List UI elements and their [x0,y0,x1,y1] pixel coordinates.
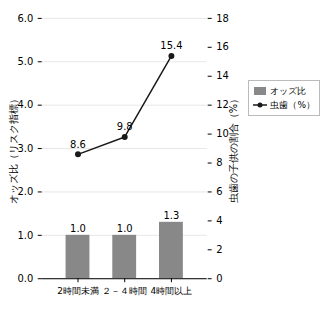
svg-text:16: 16 [216,41,229,52]
svg-text:9.8: 9.8 [117,121,133,132]
svg-text:0: 0 [216,273,222,284]
svg-text:8: 8 [216,157,222,168]
svg-text:虫歯の子供の割合（%）: 虫歯の子供の割合（%） [228,94,239,203]
svg-text:２－４時間: ２－４時間 [102,286,147,296]
svg-text:14: 14 [216,70,229,81]
svg-text:5.0: 5.0 [18,56,34,67]
svg-text:1.0: 1.0 [18,230,34,241]
html-text:虫歯（%）: 虫歯（%） [270,100,315,110]
svg-text:15.4: 15.4 [160,40,182,51]
svg-text:1.3: 1.3 [164,210,180,221]
html-text:オッズ比: オッズ比 [270,86,307,96]
svg-text:0.0: 0.0 [18,273,34,284]
svg-text:1.0: 1.0 [117,223,133,234]
svg-text:6: 6 [216,186,222,197]
svg-text:オッズ比（リスク指標）: オッズ比（リスク指標） [8,94,19,204]
svg-text:12: 12 [216,99,229,110]
svg-text:6.0: 6.0 [18,13,34,24]
svg-text:10: 10 [216,128,229,139]
svg-text:3.0: 3.0 [18,143,34,154]
svg-text:18: 18 [216,13,229,24]
svg-text:4.0: 4.0 [18,99,34,110]
svg-text:4時間以上: 4時間以上 [151,286,193,296]
svg-text:2.0: 2.0 [18,186,34,197]
svg-text:1.0: 1.0 [70,223,86,234]
svg-text:8.6: 8.6 [70,139,86,150]
svg-text:4: 4 [216,215,222,226]
svg-text:2時間未満: 2時間未満 [57,286,99,296]
svg-text:2: 2 [216,244,222,255]
